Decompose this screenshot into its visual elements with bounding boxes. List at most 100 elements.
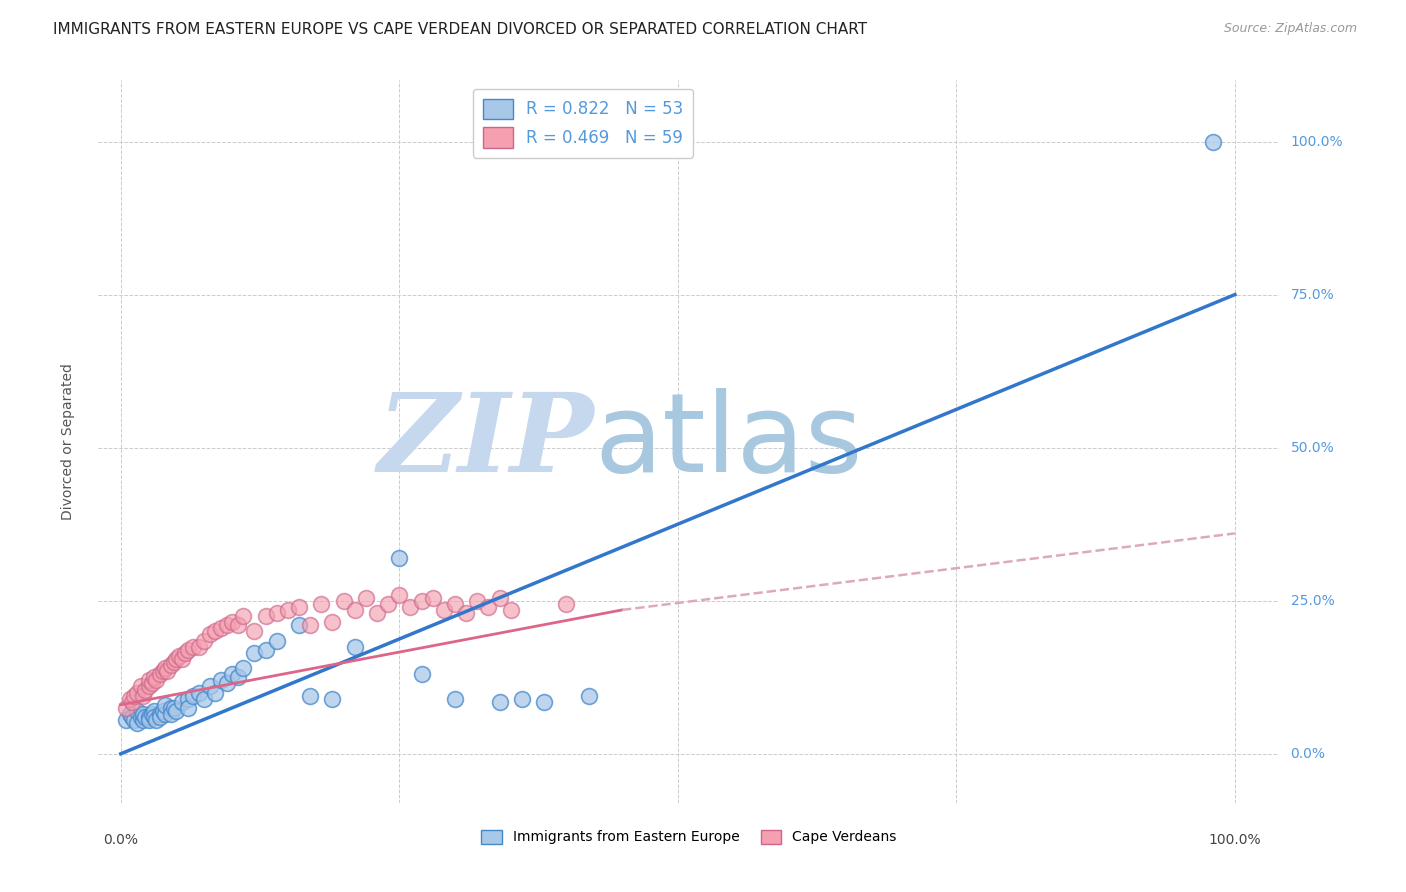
Point [163,701,186,715]
Point [141,706,163,721]
Point [198,627,221,641]
Point [444,691,467,706]
Point [155,661,177,675]
Point [221,667,243,681]
Point [243,646,266,660]
Point [141,676,163,690]
Point [160,701,183,715]
Point [221,615,243,630]
Point [127,704,149,718]
Point [187,640,209,654]
Point [145,713,167,727]
Point [488,695,510,709]
Point [129,680,152,694]
Point [209,673,232,688]
Y-axis label: Divorced or Separated: Divorced or Separated [60,363,75,520]
Point [377,597,399,611]
Point [181,640,204,654]
Point [204,685,226,699]
Text: 75.0%: 75.0% [1291,287,1334,301]
Point [433,603,456,617]
Point [129,710,152,724]
Point [152,664,174,678]
Text: 25.0%: 25.0% [1291,594,1334,607]
Point [321,691,343,706]
Point [499,603,522,617]
Point [299,689,322,703]
Point [254,609,277,624]
Point [277,603,299,617]
Point [127,685,149,699]
Point [232,609,254,624]
Point [1201,135,1223,149]
Point [288,599,311,614]
Point [143,670,166,684]
Point [163,655,186,669]
Point [226,670,249,684]
Point [176,691,198,706]
Point [115,701,138,715]
Point [399,599,422,614]
Point [132,706,155,721]
Point [160,706,183,721]
Point [388,550,411,565]
Point [226,618,249,632]
Point [266,606,288,620]
Point [299,618,322,632]
Point [122,713,145,727]
Point [198,680,221,694]
Point [215,676,238,690]
Text: IMMIGRANTS FROM EASTERN EUROPE VS CAPE VERDEAN DIVORCED OR SEPARATED CORRELATION: IMMIGRANTS FROM EASTERN EUROPE VS CAPE V… [53,22,868,37]
Point [456,606,478,620]
Point [165,704,187,718]
Point [138,673,160,688]
Point [155,698,177,712]
Point [138,710,160,724]
Point [288,618,311,632]
Point [149,710,172,724]
Point [156,664,179,678]
Point [187,685,209,699]
Point [145,673,167,688]
Point [176,642,198,657]
Point [193,691,215,706]
Point [411,593,433,607]
Point [115,713,138,727]
Text: ZIP: ZIP [378,388,595,495]
Point [170,652,193,666]
Point [578,689,600,703]
Point [533,695,555,709]
Point [343,640,366,654]
Point [232,661,254,675]
Point [138,680,160,694]
Point [143,704,166,718]
Point [388,588,411,602]
Point [366,606,388,620]
Text: Source: ZipAtlas.com: Source: ZipAtlas.com [1223,22,1357,36]
Point [204,624,226,639]
Point [555,597,578,611]
Point [132,713,155,727]
Point [160,658,183,673]
Point [444,597,467,611]
Point [243,624,266,639]
Point [266,633,288,648]
Legend: Immigrants from Eastern Europe, Cape Verdeans: Immigrants from Eastern Europe, Cape Ver… [475,824,903,850]
Point [170,695,193,709]
Text: 0.0%: 0.0% [1291,747,1326,761]
Point [118,691,141,706]
Point [121,710,143,724]
Point [181,689,204,703]
Point [488,591,510,605]
Text: 50.0%: 50.0% [1291,441,1334,455]
Point [121,695,143,709]
Point [165,652,187,666]
Text: 100.0%: 100.0% [1209,833,1261,847]
Point [122,689,145,703]
Text: atlas: atlas [595,388,863,495]
Point [118,706,141,721]
Point [332,593,354,607]
Point [149,706,172,721]
Text: 0.0%: 0.0% [103,833,138,847]
Point [152,704,174,718]
